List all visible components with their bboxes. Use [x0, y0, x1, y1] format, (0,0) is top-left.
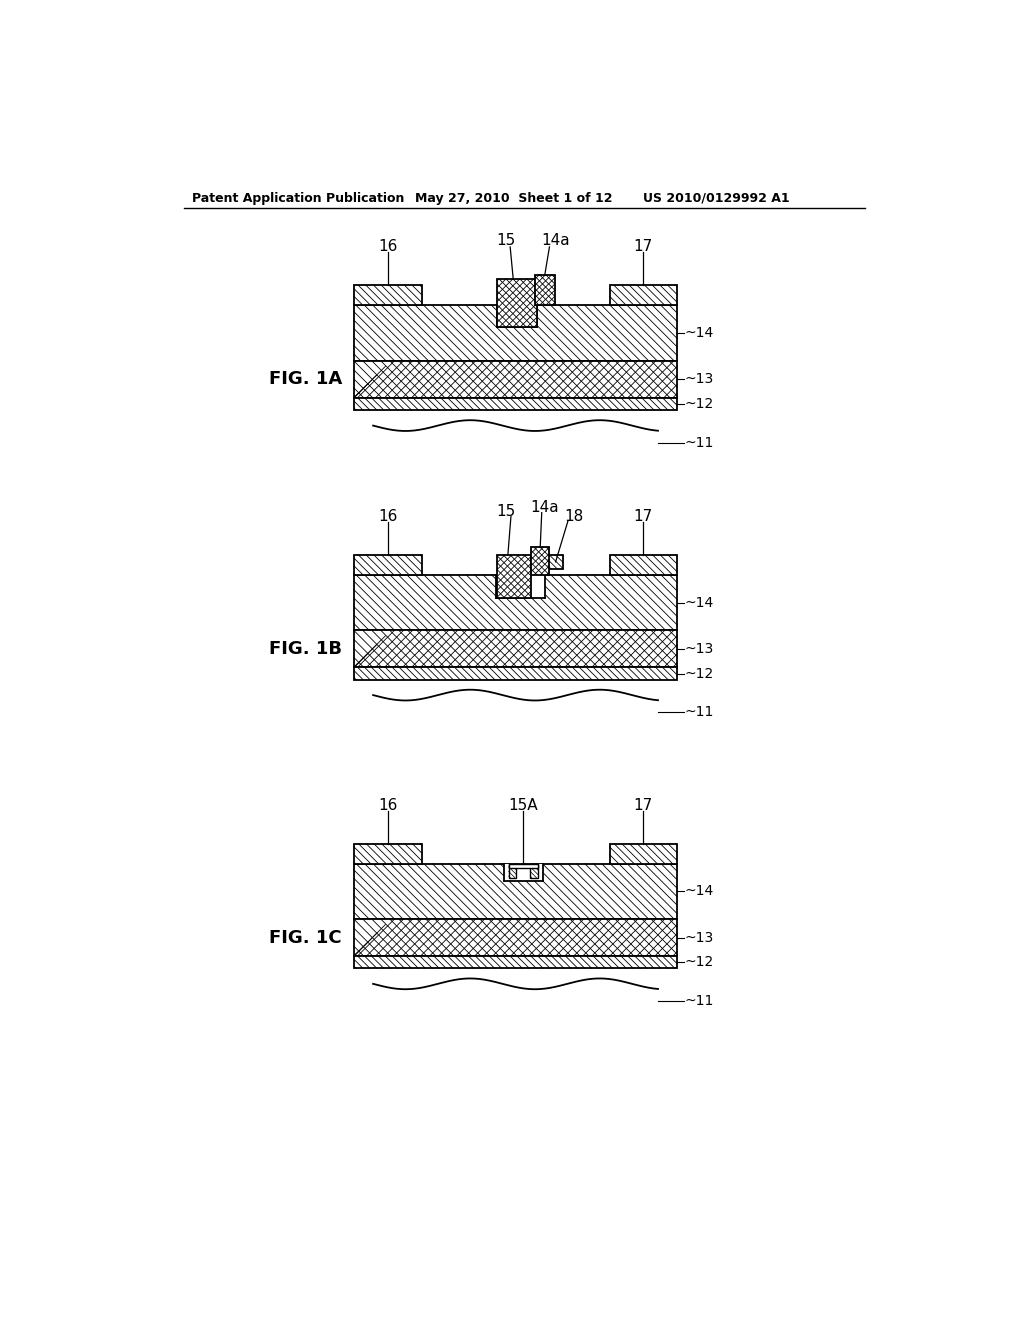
Text: 16: 16: [378, 510, 397, 524]
Text: FIG. 1C: FIG. 1C: [269, 929, 342, 946]
Bar: [531, 548, 550, 576]
Text: 14a: 14a: [542, 234, 570, 248]
Text: 15: 15: [497, 504, 516, 519]
Bar: [535, 275, 555, 305]
Bar: [497, 305, 538, 327]
Bar: [548, 554, 563, 569]
Bar: [354, 956, 677, 969]
Text: ~14: ~14: [685, 595, 714, 610]
Text: 17: 17: [634, 797, 653, 813]
Bar: [530, 863, 538, 878]
Text: 18: 18: [564, 510, 584, 524]
Bar: [497, 280, 538, 327]
Text: 15: 15: [497, 234, 516, 248]
Text: ~12: ~12: [685, 667, 714, 681]
Bar: [354, 843, 422, 863]
Text: ~12: ~12: [685, 956, 714, 969]
Bar: [496, 576, 545, 598]
Bar: [354, 919, 677, 956]
Text: FIG. 1B: FIG. 1B: [269, 640, 342, 657]
Bar: [609, 554, 677, 576]
Text: ~13: ~13: [685, 372, 714, 387]
Text: Patent Application Publication: Patent Application Publication: [193, 191, 404, 205]
Bar: [609, 843, 677, 863]
Text: ~14: ~14: [685, 884, 714, 899]
Bar: [354, 397, 677, 411]
Text: May 27, 2010  Sheet 1 of 12: May 27, 2010 Sheet 1 of 12: [416, 191, 613, 205]
Bar: [509, 863, 516, 878]
Bar: [354, 631, 677, 668]
Bar: [497, 554, 531, 598]
Text: ~11: ~11: [685, 705, 715, 719]
Text: 17: 17: [634, 239, 653, 255]
Bar: [509, 863, 538, 867]
Bar: [354, 285, 422, 305]
Bar: [354, 668, 677, 680]
Text: ~11: ~11: [685, 436, 715, 450]
Text: 16: 16: [378, 797, 397, 813]
Text: ~14: ~14: [685, 326, 714, 341]
Text: ~12: ~12: [685, 397, 714, 411]
Text: 15A: 15A: [509, 797, 538, 813]
Text: 14a: 14a: [530, 500, 559, 515]
Text: FIG. 1A: FIG. 1A: [269, 371, 342, 388]
Text: ~11: ~11: [685, 994, 715, 1007]
Bar: [354, 360, 677, 397]
Text: US 2010/0129992 A1: US 2010/0129992 A1: [643, 191, 790, 205]
Bar: [354, 305, 677, 360]
Text: 16: 16: [378, 239, 397, 255]
Text: ~13: ~13: [685, 642, 714, 656]
Bar: [354, 554, 422, 576]
Bar: [354, 576, 677, 631]
Bar: [609, 285, 677, 305]
Bar: [504, 863, 543, 880]
Text: ~13: ~13: [685, 931, 714, 945]
Bar: [354, 863, 677, 919]
Text: 17: 17: [634, 510, 653, 524]
